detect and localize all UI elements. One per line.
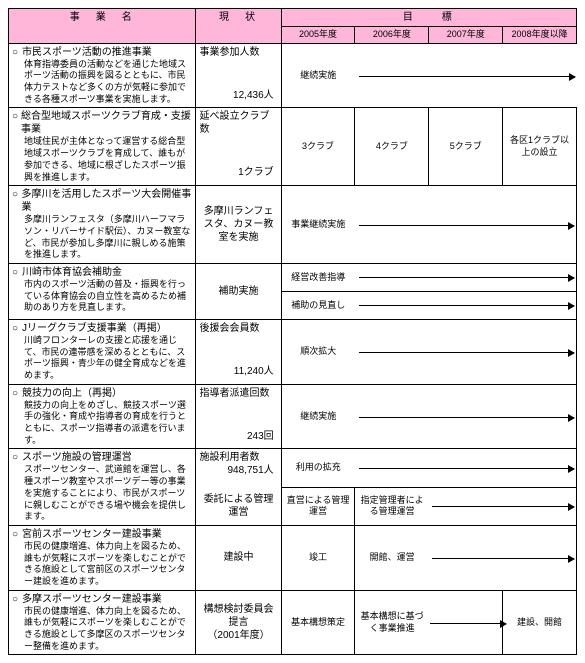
- bullet-mark: ○: [12, 46, 22, 59]
- status-label: 委託による管理運営: [199, 493, 277, 519]
- table-row: ○ 総合型地域スポーツクラブ育成・支援事業 地域住民が主体となって運営する総合型…: [9, 108, 577, 186]
- status-label: 構想検討委員会提言: [199, 603, 277, 629]
- target-label: 5クラブ: [450, 141, 482, 151]
- header-status: 現 状: [196, 9, 281, 44]
- target-label: 補助の見直し: [289, 300, 347, 312]
- status-label: 後援会会員数: [199, 322, 277, 335]
- table-row: ○ スポーツ施設の管理運営 スポーツセンター、武道館を運営し、各種スポーツ教室や…: [9, 449, 577, 487]
- arrow-icon: [359, 305, 574, 306]
- target-label: 利用の拡充: [294, 462, 343, 474]
- status-sub: （2001年度）: [199, 629, 277, 642]
- target-label: 経営改善指導: [289, 272, 347, 284]
- target-label: 各区1クラブ以上の設立: [510, 135, 569, 157]
- target-label: 継続実施: [298, 411, 338, 423]
- project-desc: スポーツセンター、武道館を運営し、各種スポーツ教室やスポーツデー等の事業を実施す…: [12, 464, 192, 522]
- arrow-icon: [430, 623, 506, 624]
- bullet-mark: ○: [12, 266, 22, 279]
- bullet-mark: ○: [12, 387, 22, 400]
- bullet-mark: ○: [12, 110, 21, 123]
- target-label: 順次拡大: [298, 346, 338, 358]
- project-title: 多摩川を活用したスポーツ大会開催事業: [22, 188, 193, 214]
- bullet-mark: ○: [12, 593, 22, 606]
- target-label: 事業継続実施: [289, 219, 347, 231]
- status-label: 施設利用者数: [199, 451, 277, 464]
- project-title: 総合型地域スポーツクラブ育成・支援事業: [21, 110, 192, 136]
- status-label: 事業参加人数: [199, 46, 277, 59]
- status-value: 948,751人: [199, 464, 277, 477]
- projects-table: 事 業 名 現 状 目 標 2005年度 2006年度 2007年度 2008年…: [8, 8, 577, 655]
- arrow-icon: [432, 506, 574, 507]
- status-label: 多摩川ランフェスタ、カヌー教室を実施: [199, 205, 277, 244]
- project-desc: 川崎フロンターレの支援と応援を通じて、市民の連帯感を深めるとともに、スポーツ振興…: [12, 335, 192, 382]
- table-row: ○ 競技力の向上（再掲） 競技力の向上をめざし、競技スポーツ選手の強化・育成や指…: [9, 384, 577, 449]
- project-title: Jリーグクラブ支援事業（再掲）: [22, 322, 167, 335]
- project-title: 多摩スポーツセンター建設事業: [22, 593, 162, 606]
- target-label: 建設、開館: [517, 617, 562, 627]
- table-row: ○ 川崎市体育協会補助金 市内のスポーツ活動の普及・振興を行っている体育協会の自…: [9, 263, 577, 291]
- table-row: ○ 多摩スポーツセンター建設事業 市民の健康増進、体力向上を図るため、誰もが気軽…: [9, 590, 577, 655]
- arrow-icon: [359, 417, 574, 418]
- status-value: 1クラブ: [199, 166, 277, 179]
- arrow-icon: [432, 558, 574, 559]
- status-label: 建設中: [199, 551, 277, 564]
- status-value: 243回: [199, 430, 277, 443]
- arrow-icon: [359, 352, 574, 353]
- table-row: ○ 宮前スポーツセンター建設事業 市民の健康増進、体力向上を図るため、誰もが気軽…: [9, 525, 577, 590]
- bullet-mark: ○: [12, 188, 22, 201]
- arrow-icon: [359, 468, 574, 469]
- status-label: 延べ設立クラブ数: [199, 110, 277, 136]
- project-desc: 体育指導委員の活動などを通じた地域スポーツ活動の振興を図るとともに、市民体力テス…: [12, 59, 192, 106]
- target-label: 基本構想に基づく事業推進: [358, 611, 425, 634]
- project-title: 競技力の向上（再掲）: [22, 387, 122, 400]
- target-label: 指定管理者による管理運営: [358, 495, 425, 518]
- project-desc: 競技力の向上をめざし、競技スポーツ選手の強化・育成や指導者の育成を行うとともに、…: [12, 400, 192, 447]
- project-desc: 市民の健康増進、体力向上を図るため、誰もが気軽にスポーツを楽しむことができる施設…: [12, 606, 192, 653]
- target-label: 直営による管理運営: [287, 495, 350, 517]
- table-row: ○ 市民スポーツ活動の推進事業 体育指導委員の活動などを通じた地域スポーツ活動の…: [9, 43, 577, 108]
- target-label: 3クラブ: [302, 141, 334, 151]
- bullet-mark: ○: [12, 528, 22, 541]
- target-label: 継続実施: [298, 70, 338, 82]
- target-label: 基本構想策定: [291, 617, 345, 627]
- arrow-icon: [359, 277, 574, 278]
- target-label: 竣工: [309, 552, 327, 562]
- table-row: ○ Jリーグクラブ支援事業（再掲） 川崎フロンターレの支援と応援を通じて、市民の…: [9, 319, 577, 384]
- project-desc: 市民の健康増進、体力向上を図るため、誰もが気軽にスポーツを楽しむことができる施設…: [12, 541, 192, 588]
- status-value: 12,436人: [199, 89, 277, 102]
- project-title: 川崎市体育協会補助金: [22, 266, 122, 279]
- header-2008: 2008年度以降: [503, 27, 577, 44]
- header-name: 事 業 名: [9, 9, 196, 44]
- project-desc: 市内のスポーツ活動の普及・振興を行っている体育協会の自立性を高めるため補助のあり…: [12, 279, 192, 314]
- status-label: 指導者派遣回数: [199, 387, 277, 400]
- header-2006: 2006年度: [355, 27, 429, 44]
- status-label: 補助実施: [199, 285, 277, 298]
- project-desc: 多摩川ランフェスタ（多摩川ハーフマラソン・リバーサイド駅伝）、カヌー教室など、市…: [12, 214, 192, 261]
- status-value: 11,240人: [199, 365, 277, 378]
- bullet-mark: ○: [12, 451, 22, 464]
- project-desc: 地域住民が主体となって運営する総合型地域スポーツクラブを育成して、誰もが参加でき…: [12, 136, 192, 183]
- target-label: 開館、運営: [368, 552, 417, 564]
- table-row: ○ 多摩川を活用したスポーツ大会開催事業 多摩川ランフェスタ（多摩川ハーフマラソ…: [9, 186, 577, 264]
- header-2007: 2007年度: [429, 27, 503, 44]
- project-title: 市民スポーツ活動の推進事業: [22, 46, 152, 59]
- project-title: 宮前スポーツセンター建設事業: [22, 528, 162, 541]
- project-title: スポーツ施設の管理運営: [22, 451, 132, 464]
- arrow-icon: [359, 76, 574, 77]
- header-2005: 2005年度: [281, 27, 355, 44]
- header-target: 目 標: [281, 9, 576, 27]
- bullet-mark: ○: [12, 322, 22, 335]
- target-label: 4クラブ: [376, 141, 408, 151]
- arrow-icon: [359, 225, 574, 226]
